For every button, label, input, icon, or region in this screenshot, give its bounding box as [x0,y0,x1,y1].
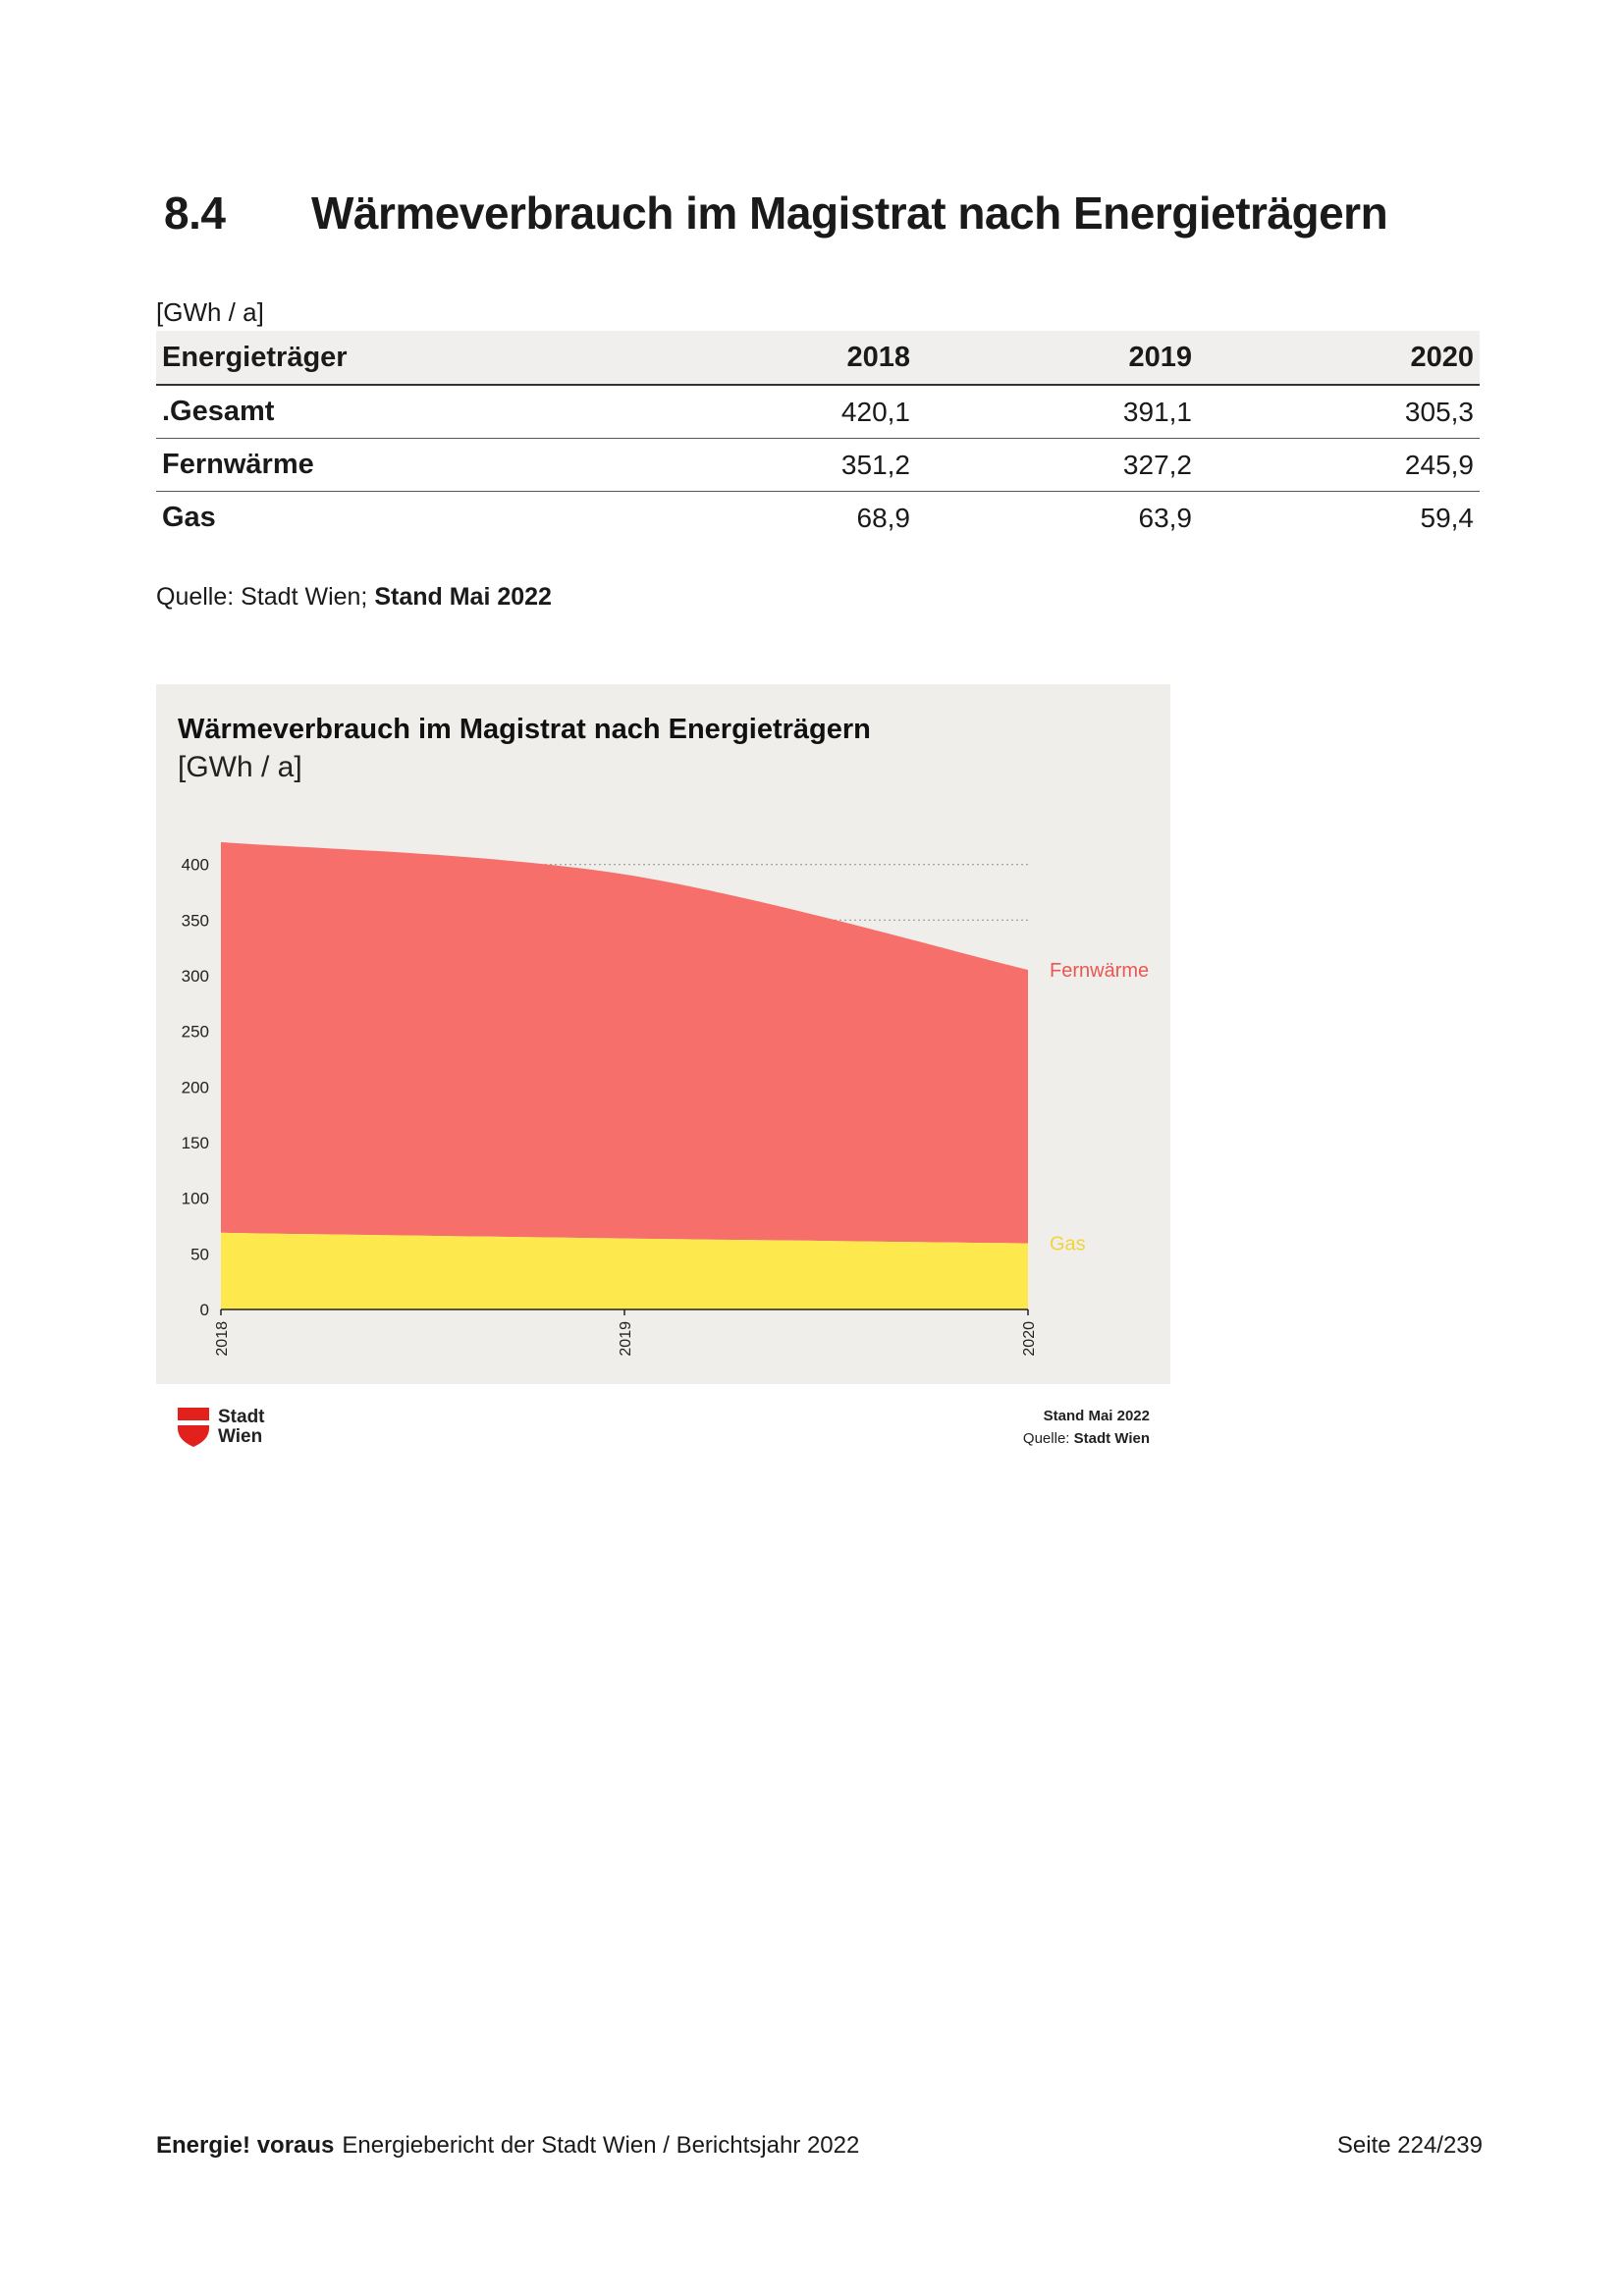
y-tick-label-300: 300 [182,967,209,986]
source-date: Stand Mai 2022 [374,583,552,611]
row-label: Fernwärme [156,438,634,492]
chart-quelle: Quelle: Stadt Wien [1023,1430,1150,1447]
quelle-label: Quelle: [1023,1430,1070,1447]
section-title: Wärmeverbrauch im Magistrat nach Energie… [311,187,1388,239]
header-2019: 2019 [916,331,1198,386]
area-chart: Wärmeverbrauch im Magistrat nach Energie… [156,684,1170,1463]
chart-figure: Wärmeverbrauch im Magistrat nach Energie… [156,684,1170,1463]
stadt-wien-logo: Stadt Wien [178,1407,265,1447]
header-energietraeger: Energieträger [156,331,634,386]
y-tick-label-50: 50 [190,1245,209,1263]
source-prefix: Quelle: Stadt Wien; [156,583,375,611]
logo-text-wien: Wien [218,1426,262,1447]
y-tick-label-350: 350 [182,911,209,930]
chart-stand: Stand Mai 2022 [1044,1408,1150,1424]
vienna-shield-icon [178,1408,209,1447]
footer-brand: Energie! voraus [156,2132,335,2159]
table-row-gesamt: .Gesamt 420,1 391,1 305,3 [156,385,1480,439]
section-number: 8.4 [164,187,226,239]
area-gas [221,1232,1028,1309]
table-cell: 305,3 [1198,385,1480,439]
table-cell: 420,1 [634,385,916,439]
series-label-gas: Gas [1050,1234,1086,1255]
table-cell: 245,9 [1198,438,1480,492]
table-cell: 391,1 [916,385,1198,439]
x-tick-label-2020: 2020 [1021,1321,1038,1357]
footer-page-number: Seite 224/239 [1336,2132,1483,2159]
section-heading: 8.4 Wärmeverbrauch im Magistrat nach Ener… [164,187,1388,240]
source-note: Quelle: Stadt Wien; Stand Mai 2022 [156,583,552,612]
table-cell: 68,9 [856,502,911,533]
chart-footer-background [156,1384,1170,1463]
header-2020: 2020 [1198,331,1480,386]
y-tick-label-100: 100 [182,1190,209,1208]
footer-text: Energiebericht der Stadt Wien / Berichts… [342,2132,860,2159]
footer-left: Energie! voraus Energiebericht der Stadt … [156,2132,859,2160]
y-tick-label-400: 400 [182,856,209,875]
table-cell: 351,2 [634,438,916,492]
chart-subtitle: [GWh / a] [178,751,302,783]
row-label: .Gesamt [156,385,634,439]
chart-title: Wärmeverbrauch im Magistrat nach Energie… [178,714,871,745]
table-header-row: Energieträger 2018 2019 2020 [156,331,1480,386]
logo-text-stadt: Stadt [218,1407,265,1427]
data-table: Energieträger 2018 2019 2020 .Gesamt 420… [156,331,1480,544]
table-cell: 327,2 [916,438,1198,492]
area-fernw-rme [221,841,1028,1244]
table-unit: [GWh / a] [156,297,264,327]
series-label-fernw-rme: Fernwärme [1050,960,1149,982]
x-tick-label-2018: 2018 [214,1321,231,1357]
y-tick-label-150: 150 [182,1134,209,1152]
plot-area: 0 50 100 150 200 250 300 350 400 2018 2019 2020 Gas F… [182,841,1149,1357]
y-tick-label-200: 200 [182,1078,209,1096]
table-cell: 63,9 [1138,502,1193,533]
table-row-fernwaerme: Fernwärme 351,2 327,2 245,9 [156,438,1480,492]
quelle-value: Stadt Wien [1074,1430,1150,1447]
row-label: Gas [162,502,216,533]
shield-cross [178,1420,209,1425]
header-2018: 2018 [634,331,916,386]
x-tick-label-2019: 2019 [618,1321,634,1357]
y-tick-label-250: 250 [182,1023,209,1041]
table-cell: 59,4 [1420,502,1475,533]
table-row-gas: Gas 68,9 63,9 59,4 [156,492,1480,545]
y-tick-label-0: 0 [200,1301,209,1319]
